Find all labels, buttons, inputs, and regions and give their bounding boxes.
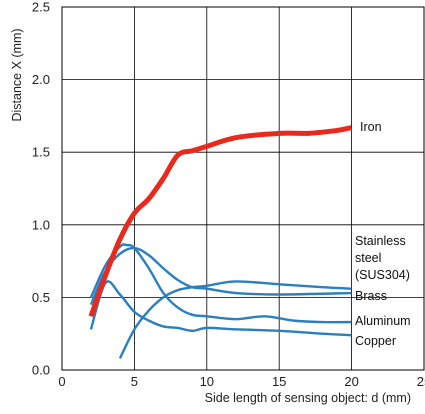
- series-line-copper: [89, 280, 352, 337]
- tick-labels: 0 5 10 15 20 25 0.0 0.5 1.0 1.5 2.0 2.5: [32, 0, 425, 389]
- y-tick-label: 2.0: [32, 72, 50, 87]
- label-iron: Iron: [360, 120, 382, 134]
- x-tick-label: 10: [200, 374, 214, 389]
- plot-frame: [61, 6, 425, 371]
- x-tick-label: 5: [131, 374, 138, 389]
- label-stainless-line2: steel: [355, 251, 381, 265]
- y-tick-label: 1.5: [32, 145, 50, 160]
- y-tick-label: 1.0: [32, 217, 50, 232]
- x-axis-title: Side length of sensing object: d (mm): [205, 391, 411, 405]
- x-tick-label: 25: [417, 374, 425, 389]
- y-tick-label: 0.5: [32, 290, 50, 305]
- label-stainless-line3: (SUS304): [355, 268, 410, 282]
- label-copper: Copper: [355, 334, 396, 348]
- series-line-brass: [89, 246, 352, 306]
- series-line-iron: [88, 125, 353, 318]
- series-layer: [88, 125, 353, 359]
- series-line-aluminum: [89, 243, 352, 324]
- x-tick-label: 20: [344, 374, 358, 389]
- x-tick-label: 0: [58, 374, 65, 389]
- label-aluminum: Aluminum: [355, 314, 411, 328]
- y-tick-label: 0.0: [32, 363, 50, 378]
- y-axis-title: Distance X (mm): [10, 28, 24, 121]
- x-tick-label: 15: [272, 374, 286, 389]
- y-tick-label: 2.5: [32, 0, 50, 15]
- label-brass: Brass: [355, 289, 387, 303]
- label-stainless-line1: Stainless: [355, 234, 406, 248]
